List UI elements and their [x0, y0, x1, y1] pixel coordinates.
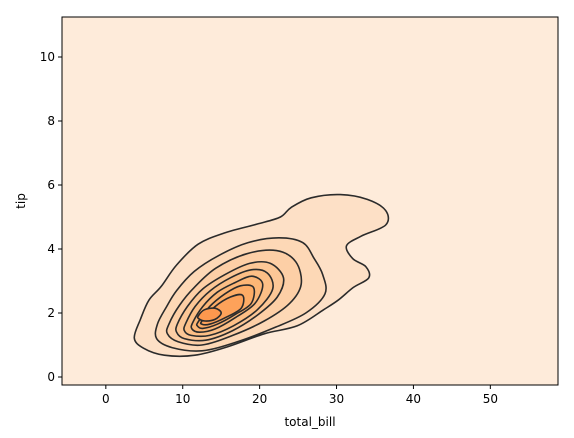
- y-tick-label: 4: [47, 242, 55, 256]
- y-tick-label: 6: [47, 178, 55, 192]
- y-tick-label: 2: [47, 306, 55, 320]
- x-tick-label: 20: [252, 392, 267, 406]
- x-tick-label: 10: [175, 392, 190, 406]
- contour-layer: [133, 193, 390, 358]
- x-axis-label: total_bill: [284, 415, 335, 429]
- y-tick-label: 8: [47, 114, 55, 128]
- contour-level-9: [196, 307, 222, 322]
- y-tick-label: 10: [40, 50, 55, 64]
- plot-frame: [61, 16, 559, 386]
- x-axis: 0 10 20 30 40 50: [102, 385, 498, 406]
- x-tick-label: 30: [329, 392, 344, 406]
- x-tick-label: 0: [102, 392, 110, 406]
- y-axis-label: tip: [14, 193, 28, 209]
- x-tick-label: 50: [483, 392, 498, 406]
- y-tick-label: 0: [47, 370, 55, 384]
- x-tick-label: 40: [406, 392, 421, 406]
- y-axis: 0 2 4 6 8 10: [40, 50, 62, 384]
